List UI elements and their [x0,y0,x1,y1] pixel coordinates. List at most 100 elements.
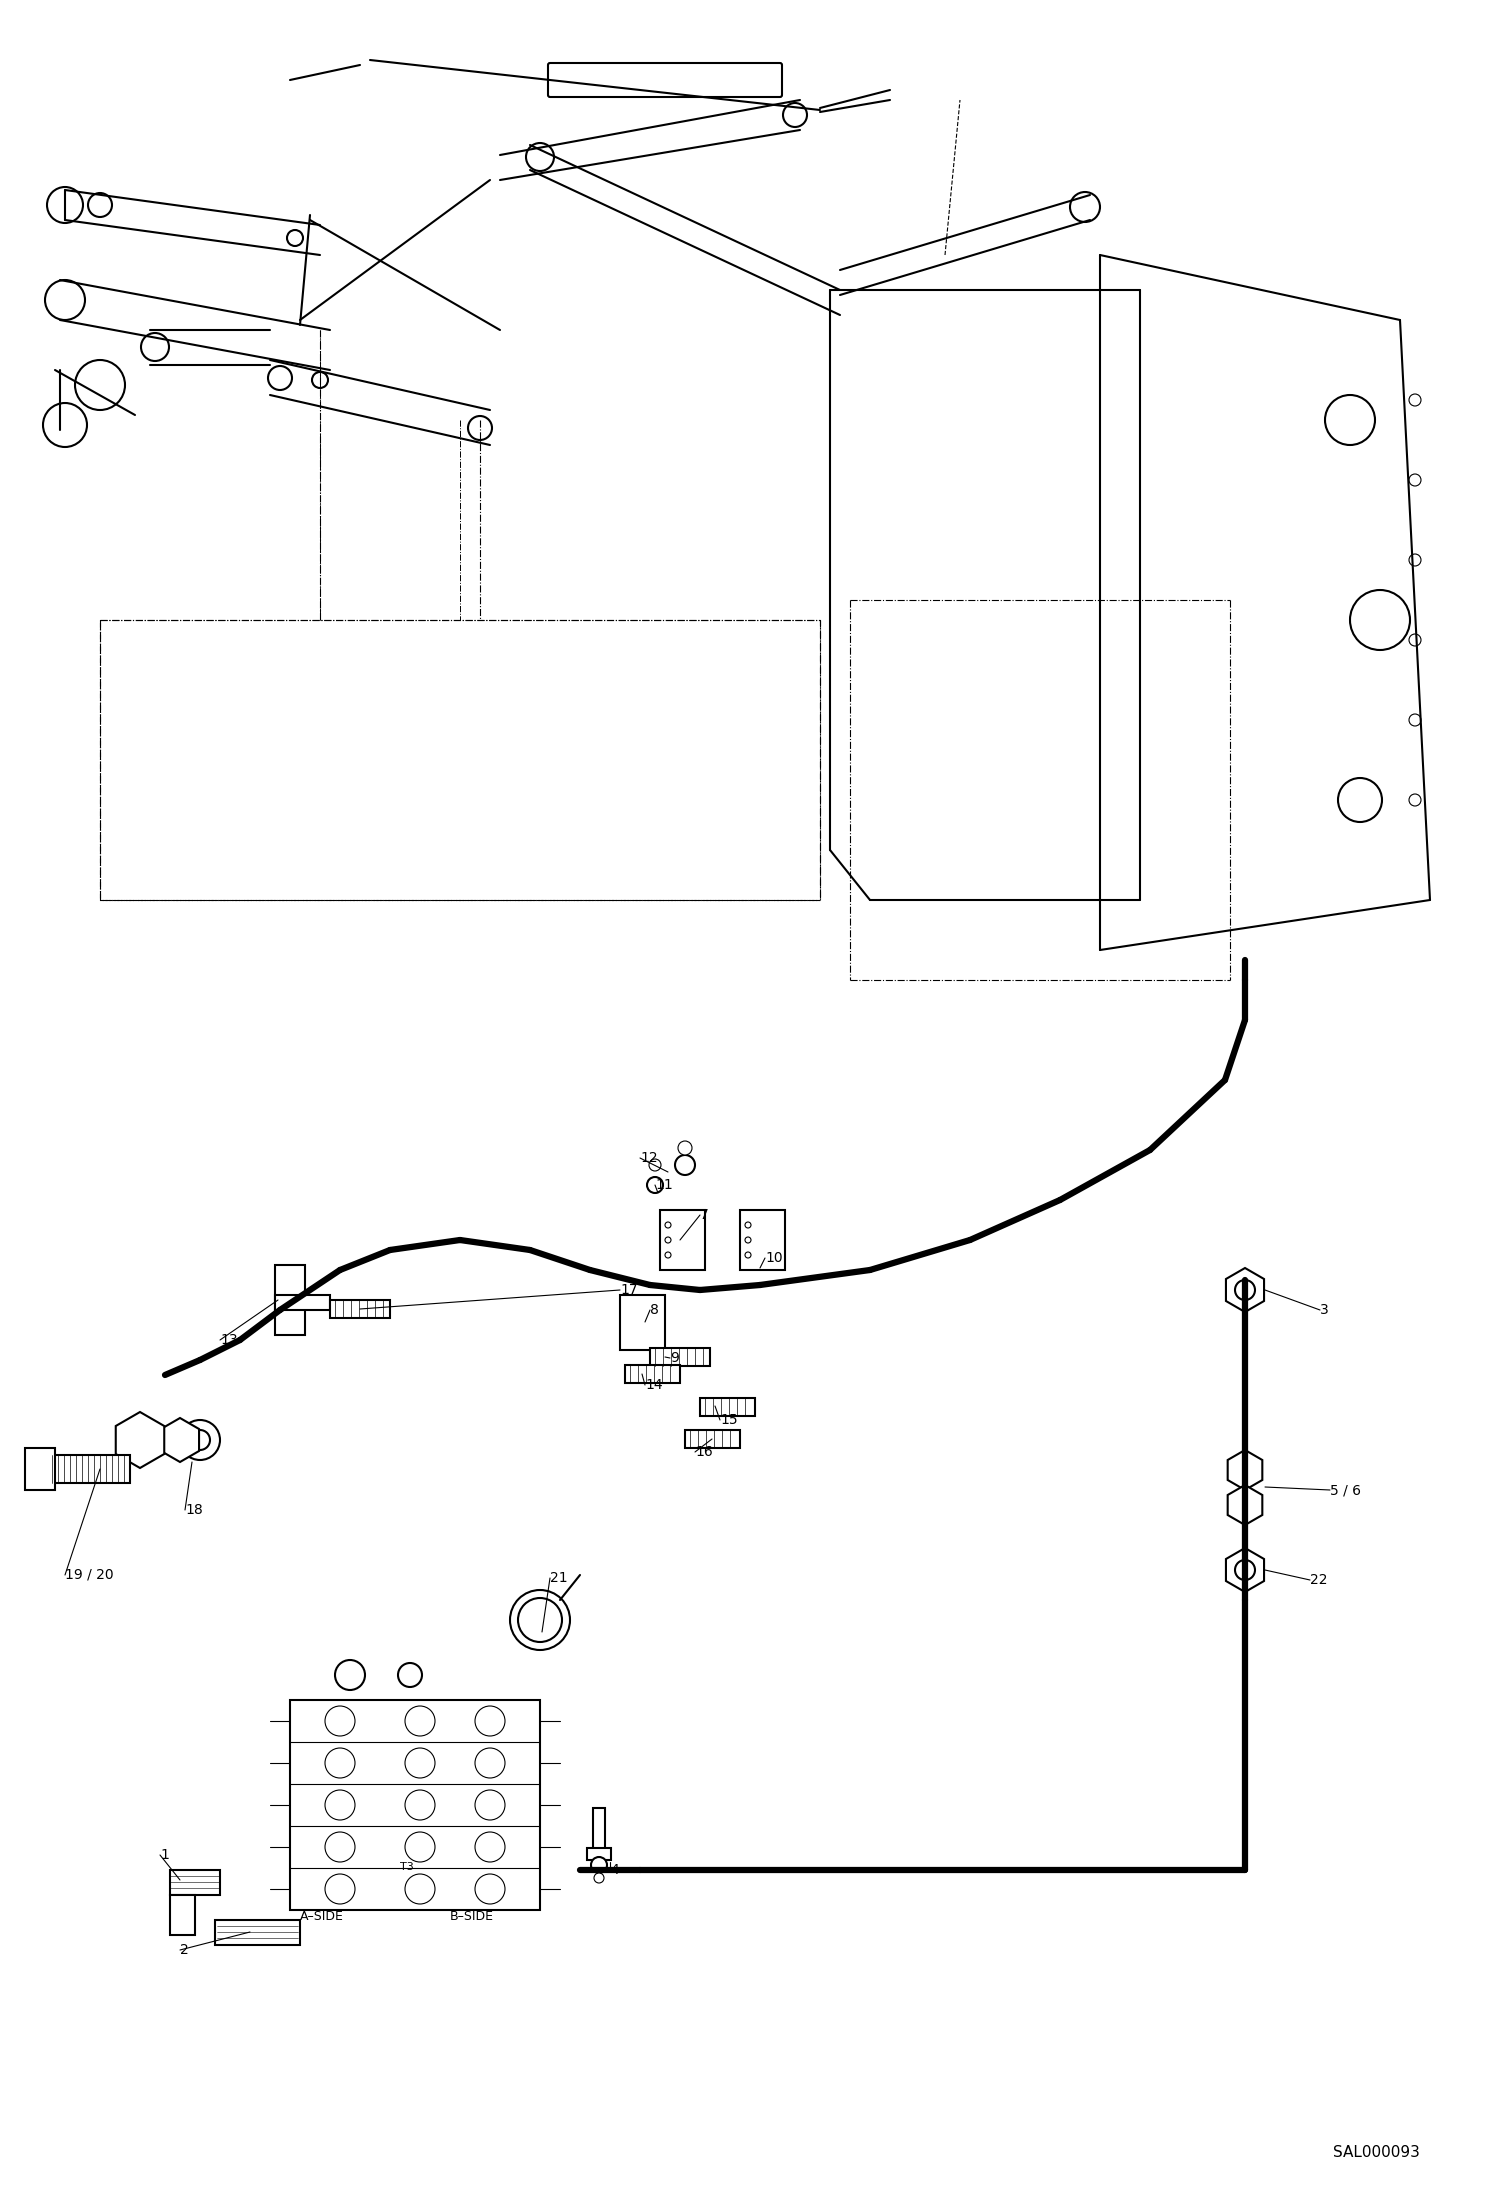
Bar [49,1455,130,1483]
Circle shape [1070,193,1100,222]
Bar [620,1294,665,1349]
Text: A–SIDE: A–SIDE [300,1911,345,1922]
Circle shape [1410,555,1422,566]
Bar [25,1448,55,1490]
Circle shape [325,1749,355,1777]
Circle shape [404,1874,434,1904]
Circle shape [665,1237,671,1244]
Bar [685,1430,740,1448]
FancyBboxPatch shape [548,64,782,97]
Circle shape [180,1420,220,1459]
Bar [740,1211,785,1270]
Text: B–SIDE: B–SIDE [449,1911,494,1922]
Text: 8: 8 [650,1303,659,1316]
Circle shape [467,417,491,441]
Circle shape [592,1856,607,1874]
Circle shape [404,1832,434,1863]
Circle shape [509,1591,571,1650]
Circle shape [141,333,169,362]
Circle shape [679,1141,692,1154]
Circle shape [1234,1279,1255,1301]
Circle shape [268,366,292,391]
Text: 3: 3 [1320,1303,1329,1316]
Circle shape [665,1253,671,1257]
Text: SAL000093: SAL000093 [1333,2146,1420,2161]
Circle shape [665,1222,671,1229]
Circle shape [190,1430,210,1450]
Bar [700,1398,755,1415]
Bar [661,1211,706,1270]
Bar [330,1301,389,1319]
Circle shape [1410,713,1422,726]
Circle shape [312,373,328,388]
Text: 19 / 20: 19 / 20 [64,1569,114,1582]
Circle shape [325,1707,355,1735]
Text: 15: 15 [721,1413,737,1426]
Circle shape [745,1222,750,1229]
Circle shape [475,1749,505,1777]
Circle shape [336,1661,366,1689]
Circle shape [325,1874,355,1904]
Bar [593,1808,605,1854]
Text: 5 / 6: 5 / 6 [1330,1483,1362,1496]
Circle shape [475,1707,505,1735]
Circle shape [475,1790,505,1821]
Circle shape [325,1832,355,1863]
Circle shape [518,1597,562,1641]
Circle shape [325,1790,355,1821]
Circle shape [88,193,112,217]
Bar [650,1347,710,1367]
Circle shape [595,1874,604,1882]
Text: 9: 9 [670,1352,679,1365]
Circle shape [46,186,82,224]
Text: 16: 16 [695,1446,713,1459]
Circle shape [676,1154,695,1176]
Text: 18: 18 [184,1503,202,1516]
Circle shape [288,230,303,246]
Circle shape [1350,590,1410,649]
Circle shape [1234,1560,1255,1580]
Circle shape [1338,779,1383,823]
Bar [169,1869,220,1896]
Text: 1: 1 [160,1847,169,1863]
Bar [291,1700,539,1911]
Text: 7: 7 [700,1209,709,1222]
Circle shape [745,1237,750,1244]
Circle shape [404,1790,434,1821]
Circle shape [1410,395,1422,406]
Circle shape [475,1874,505,1904]
Circle shape [1410,474,1422,487]
Circle shape [1410,794,1422,805]
Text: 11: 11 [655,1178,673,1191]
Circle shape [1410,634,1422,645]
Bar [276,1294,330,1310]
Text: 12: 12 [640,1152,658,1165]
Circle shape [475,1832,505,1863]
Circle shape [75,360,124,410]
Text: 21: 21 [550,1571,568,1584]
Bar [216,1920,300,1946]
Text: 22: 22 [1309,1573,1327,1586]
Circle shape [649,1158,661,1172]
Circle shape [783,103,807,127]
Text: 13: 13 [220,1334,238,1347]
Circle shape [404,1707,434,1735]
Circle shape [43,404,87,448]
Bar [587,1847,611,1861]
Circle shape [1326,395,1375,445]
Bar [276,1266,306,1334]
Circle shape [647,1176,664,1194]
Text: 14: 14 [646,1378,662,1391]
Bar [169,1896,195,1935]
Text: T3: T3 [400,1863,413,1871]
Text: 10: 10 [765,1251,782,1266]
Text: 4: 4 [610,1863,619,1878]
Circle shape [404,1749,434,1777]
Circle shape [745,1253,750,1257]
Text: 2: 2 [180,1944,189,1957]
Circle shape [45,281,85,320]
Circle shape [526,143,554,171]
Text: 17: 17 [620,1283,638,1297]
Bar [625,1365,680,1382]
Circle shape [398,1663,422,1687]
